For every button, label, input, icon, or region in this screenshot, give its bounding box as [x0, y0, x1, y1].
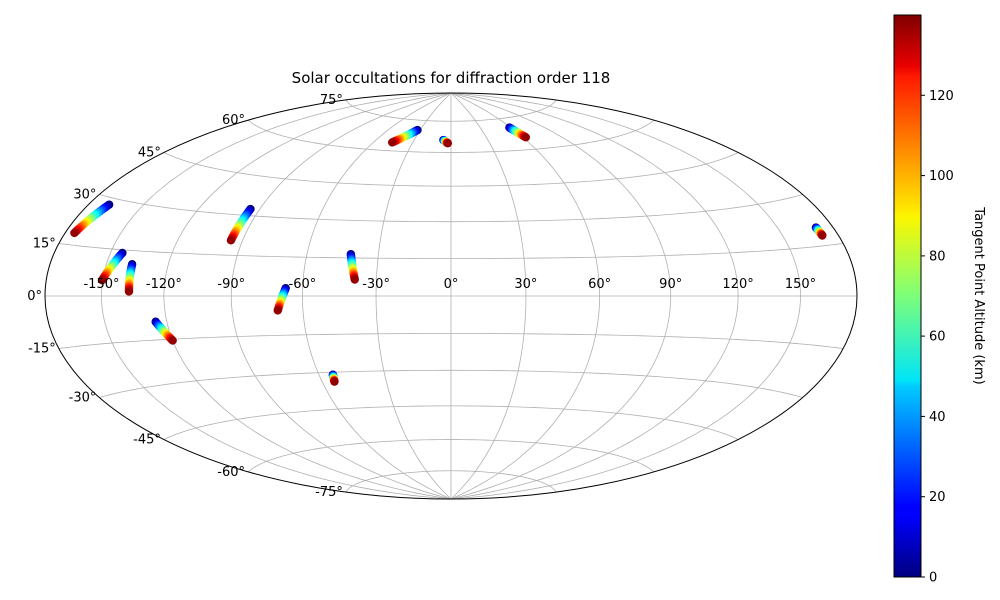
latitude-tick-label: -75° — [315, 485, 343, 500]
colorbar-tick-label: 120 — [929, 89, 954, 104]
longitude-tick-label: 30° — [514, 277, 537, 292]
colorbar-gradient — [893, 14, 922, 578]
longitude-tick-label: -90° — [217, 277, 245, 292]
longitude-tick-label: 60° — [588, 277, 611, 292]
longitude-tick-label: -60° — [289, 277, 317, 292]
longitude-tick-label: 0° — [444, 277, 459, 292]
longitude-tick-label: -30° — [362, 277, 390, 292]
colorbar-tick-label: 20 — [929, 490, 946, 505]
occultation-point — [226, 236, 236, 245]
latitude-tick-label: -30° — [69, 391, 97, 406]
occultation-point — [70, 228, 79, 238]
latitude-tick-label: 15° — [33, 237, 56, 252]
parallel-line — [58, 243, 844, 259]
colorbar-tick-label: 0 — [929, 571, 937, 586]
latitude-tick-label: 0° — [27, 289, 42, 304]
latitude-tick-label: 60° — [222, 113, 245, 128]
map-graticule — [45, 93, 857, 499]
occultation-point — [273, 306, 282, 315]
longitude-tick-labels: -150° -120° -90° -60° -30° 0° 30° 60° 90° 120° 150… — [83, 277, 816, 292]
occultation-point — [124, 287, 134, 296]
parallel-line — [99, 369, 803, 398]
occultation-point — [97, 276, 107, 285]
longitude-tick-label: -120° — [146, 277, 182, 292]
longitude-tick-label: 150° — [785, 277, 816, 292]
occultation-point — [330, 377, 339, 386]
parallel-line — [99, 194, 803, 223]
latitude-tick-label: -45° — [133, 433, 161, 448]
map-outline — [44, 92, 858, 500]
occultation-point — [387, 138, 397, 147]
colorbar-label: Tangent Point Altitude (km) — [971, 206, 986, 384]
latitude-tick-label: -60° — [217, 465, 245, 480]
longitude-tick-label: 90° — [659, 277, 682, 292]
latitude-tick-label: 45° — [138, 146, 161, 161]
occultation-point — [168, 336, 177, 345]
colorbar-tick-label: 100 — [929, 169, 954, 184]
colorbar: 0 20 40 60 80 100 120 Tangent Point Altitude (… — [893, 14, 986, 586]
colorbar-tick-label: 60 — [929, 330, 946, 345]
latitude-tick-label: -15° — [28, 342, 56, 357]
colorbar-tick-label: 40 — [929, 410, 946, 425]
longitude-tick-label: -150° — [83, 277, 119, 292]
parallel-line — [163, 405, 739, 440]
colorbar-tick-label: 80 — [929, 249, 946, 264]
parallel-line — [247, 119, 655, 153]
colorbar-ticks: 0 20 40 60 80 100 120 — [921, 89, 954, 586]
latitude-tick-label: 75° — [320, 93, 343, 108]
occultation-points — [70, 123, 827, 386]
parallel-line — [163, 152, 739, 187]
longitude-tick-label: 120° — [722, 277, 753, 292]
occultation-point — [818, 231, 827, 240]
parallel-line — [345, 470, 557, 493]
parallel-line — [247, 439, 655, 473]
chart-title: Solar occultations for diffraction order… — [292, 69, 611, 87]
parallel-line — [345, 99, 557, 122]
occultation-point — [350, 275, 359, 284]
occultation-point — [443, 139, 452, 148]
latitude-tick-labels: 75° 60° 45° 30° 15° 0° -15° -30° -45° -60° -75° — [27, 93, 343, 500]
occultation-point — [521, 133, 531, 142]
latitude-tick-label: 30° — [73, 188, 96, 203]
